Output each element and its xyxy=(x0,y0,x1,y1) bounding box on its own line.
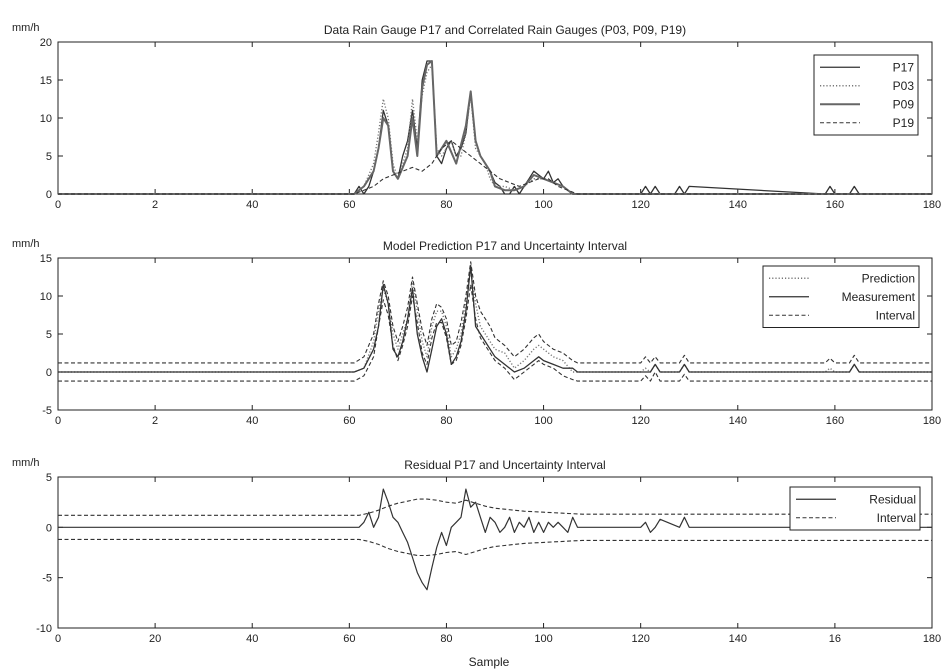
x-tick-label: 100 xyxy=(534,415,552,427)
legend-label: P03 xyxy=(893,79,915,93)
y-tick-label: 0 xyxy=(46,189,52,201)
plot-frame xyxy=(57,476,933,629)
legend-box xyxy=(813,54,919,136)
legend: P17 P03 P09 P19 xyxy=(813,54,919,136)
series-line-interval xyxy=(58,498,932,516)
y-unit-label: mm/h xyxy=(12,238,40,250)
x-tick-label: 16 xyxy=(829,633,841,645)
legend-label: Interval xyxy=(877,511,916,525)
y-tick-label: 10 xyxy=(40,291,52,303)
x-tick-label: 0 xyxy=(55,633,61,645)
x-tick-label: 120 xyxy=(631,633,649,645)
x-tick-label: 60 xyxy=(343,199,355,211)
y-tick-label: 5 xyxy=(46,472,52,484)
x-tick-label: 80 xyxy=(440,415,452,427)
y-tick-label: 5 xyxy=(46,151,52,163)
x-tick-label: 160 xyxy=(826,199,844,211)
legend-label: Residual xyxy=(869,492,916,506)
x-tick-label: 40 xyxy=(246,199,258,211)
x-tick-label: 120 xyxy=(631,415,649,427)
series-line-lower-bound xyxy=(58,284,932,382)
x-tick-label: 60 xyxy=(343,633,355,645)
series-line-p19 xyxy=(58,140,932,195)
y-unit-label: mm/h xyxy=(12,22,40,34)
x-tick-label: 80 xyxy=(440,199,452,211)
x-tick-label: 100 xyxy=(534,633,552,645)
y-tick-label: -5 xyxy=(42,573,52,585)
y-tick-label: -10 xyxy=(36,623,52,635)
chart-panel-2: Model Prediction P17 and Uncertainty Int… xyxy=(12,238,941,427)
x-tick-label: 60 xyxy=(343,415,355,427)
x-tick-label: 140 xyxy=(729,415,747,427)
legend-box xyxy=(789,486,921,531)
y-tick-label: 5 xyxy=(46,329,52,341)
chart-title: Data Rain Gauge P17 and Correlated Rain … xyxy=(324,23,686,37)
legend-label: P09 xyxy=(893,97,915,111)
x-tick-label: 180 xyxy=(923,415,941,427)
y-tick-label: 10 xyxy=(40,113,52,125)
x-tick-label: 40 xyxy=(246,633,258,645)
legend-label: Measurement xyxy=(842,290,916,304)
y-tick-label: 20 xyxy=(40,37,52,49)
legend: Prediction Measurement Interval xyxy=(762,265,920,328)
x-tick-label: 2 xyxy=(152,415,158,427)
y-unit-label: mm/h xyxy=(12,457,40,469)
x-tick-label: 20 xyxy=(149,633,161,645)
chart-title: Residual P17 and Uncertainty Interval xyxy=(404,458,605,472)
legend-label: P17 xyxy=(893,60,915,74)
y-tick-label: 15 xyxy=(40,253,52,265)
series-line-interval xyxy=(58,261,932,364)
x-tick-label: 0 xyxy=(55,415,61,427)
x-tick-label: 180 xyxy=(923,199,941,211)
plot-frame xyxy=(57,41,933,195)
y-tick-label: 15 xyxy=(40,75,52,87)
chart-panel-1: Data Rain Gauge P17 and Correlated Rain … xyxy=(12,22,941,211)
legend-label: Prediction xyxy=(862,271,915,285)
x-tick-label: 160 xyxy=(826,415,844,427)
x-tick-label: 2 xyxy=(152,199,158,211)
x-tick-label: 180 xyxy=(923,633,941,645)
legend: Residual Interval xyxy=(789,486,921,531)
chart-panel-3: Residual P17 and Uncertainty Interval mm/… xyxy=(12,457,941,645)
legend-label: Interval xyxy=(876,308,915,322)
series-line-measurement xyxy=(58,264,932,373)
x-tick-label: 140 xyxy=(729,633,747,645)
y-tick-label: 0 xyxy=(46,367,52,379)
x-tick-label: 140 xyxy=(729,199,747,211)
x-tick-label: 0 xyxy=(55,199,61,211)
x-tick-label: 80 xyxy=(440,633,452,645)
series-line-lower-bound xyxy=(58,538,932,557)
y-tick-label: 0 xyxy=(46,522,52,534)
series-line-prediction xyxy=(58,268,932,373)
series-line-p09 xyxy=(58,60,932,195)
x-axis-label: Sample xyxy=(469,655,510,669)
x-tick-label: 120 xyxy=(631,199,649,211)
x-tick-label: 40 xyxy=(246,415,258,427)
x-tick-label: 100 xyxy=(534,199,552,211)
y-tick-label: -5 xyxy=(42,405,52,417)
legend-label: P19 xyxy=(893,116,915,130)
series-line-residual xyxy=(58,488,932,591)
chart-title: Model Prediction P17 and Uncertainty Int… xyxy=(383,239,627,253)
